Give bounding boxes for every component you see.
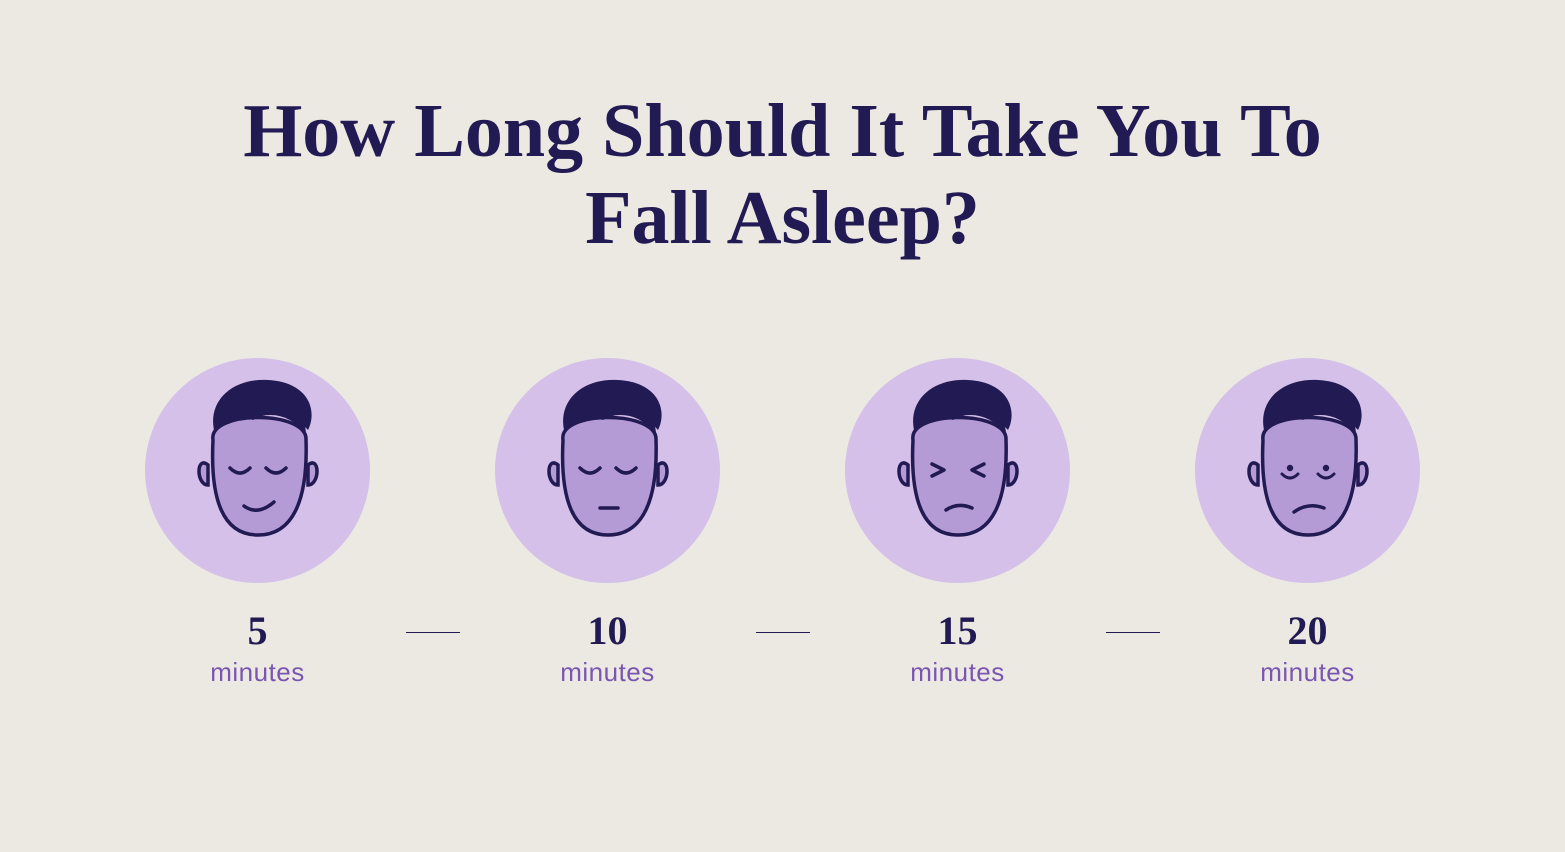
face-circle — [1195, 358, 1420, 583]
time-label: 5 minutes — [138, 611, 378, 688]
face-tired-icon — [1228, 370, 1388, 570]
time-unit: minutes — [1260, 657, 1355, 688]
face-neutral-icon — [528, 370, 688, 570]
time-value: 15 — [938, 611, 978, 651]
face-circle — [845, 358, 1070, 583]
face-circle — [495, 358, 720, 583]
time-label: 10 minutes — [488, 611, 728, 688]
time-value: 10 — [588, 611, 628, 651]
time-unit: minutes — [910, 657, 1005, 688]
timeline-connector — [1106, 632, 1160, 634]
time-value: 20 — [1288, 611, 1328, 651]
timeline-connector — [406, 632, 460, 634]
time-unit: minutes — [560, 657, 655, 688]
time-label: 15 minutes — [838, 611, 1078, 688]
timeline-item: 5 minutes — [138, 358, 378, 688]
timeline-row: 5 minutes 10 minutes — [138, 358, 1428, 688]
face-squint-icon — [878, 370, 1038, 570]
time-value: 5 — [248, 611, 268, 651]
timeline-connector — [756, 632, 810, 634]
infographic-title: How Long Should It Take You To Fall Asle… — [183, 88, 1383, 263]
timeline-item: 20 minutes — [1188, 358, 1428, 688]
time-unit: minutes — [210, 657, 305, 688]
timeline-item: 10 minutes — [488, 358, 728, 688]
face-circle — [145, 358, 370, 583]
face-content-icon — [178, 370, 338, 570]
time-label: 20 minutes — [1188, 611, 1428, 688]
timeline-item: 15 minutes — [838, 358, 1078, 688]
